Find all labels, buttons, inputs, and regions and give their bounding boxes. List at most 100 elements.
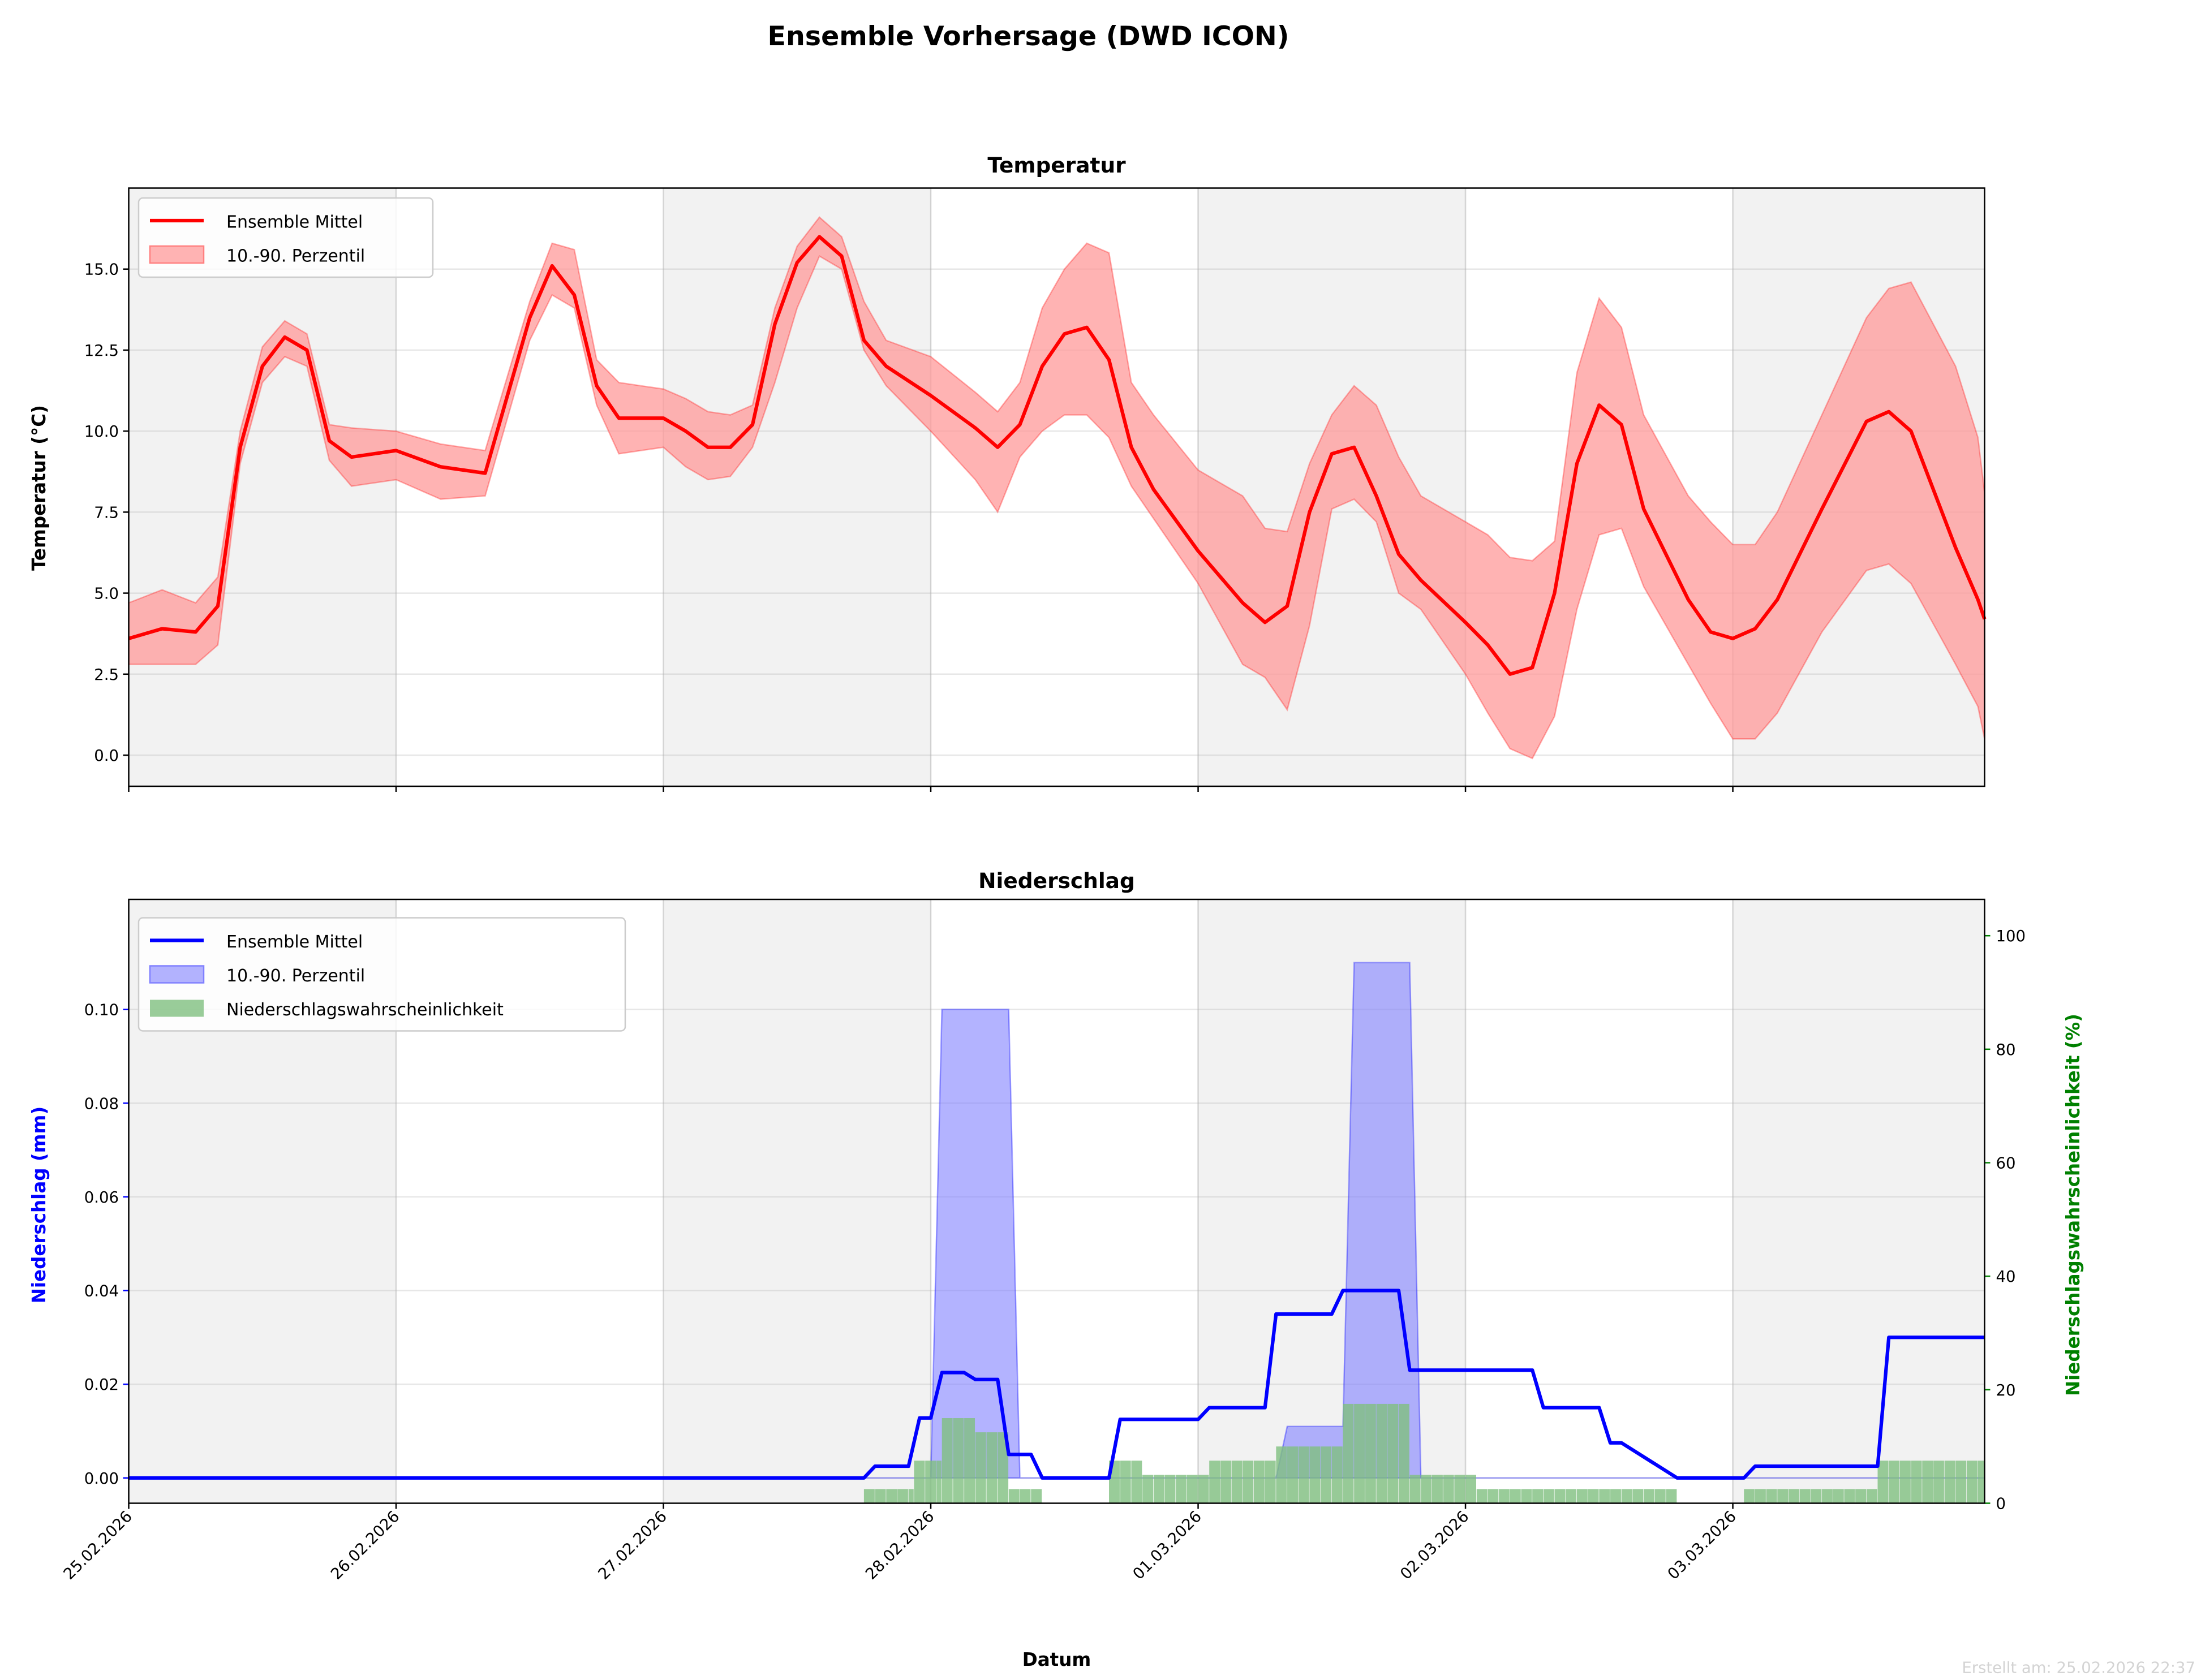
probability-bar bbox=[1621, 1489, 1632, 1504]
probability-bar bbox=[1822, 1489, 1833, 1504]
y-tick-label: 15.0 bbox=[84, 261, 119, 279]
probability-bar bbox=[1253, 1461, 1265, 1504]
probability-bar bbox=[1844, 1489, 1855, 1504]
probability-bar bbox=[1632, 1489, 1644, 1504]
probability-bar bbox=[1387, 1403, 1399, 1504]
x-tick-label: 02.03.2026 bbox=[1397, 1507, 1473, 1583]
probability-bar bbox=[1431, 1475, 1443, 1504]
right-y-tick-label: 0 bbox=[1996, 1495, 2006, 1513]
probability-bar bbox=[1811, 1489, 1822, 1504]
x-tick-label: 03.03.2026 bbox=[1664, 1507, 1740, 1583]
probability-bar bbox=[1398, 1403, 1409, 1504]
probability-bar bbox=[863, 1489, 875, 1504]
right-y-tick-label: 40 bbox=[1996, 1268, 2016, 1286]
probability-bar bbox=[1409, 1475, 1421, 1504]
x-tick-label: 28.02.2026 bbox=[862, 1507, 938, 1583]
chart-title-temperature: Temperatur bbox=[987, 153, 1126, 178]
y-tick-label: 7.5 bbox=[94, 503, 119, 522]
probability-bar bbox=[1309, 1446, 1321, 1504]
probability-bar bbox=[1755, 1489, 1766, 1504]
probability-bar bbox=[1164, 1475, 1176, 1504]
probability-bar bbox=[1176, 1475, 1187, 1504]
probability-bar bbox=[1654, 1489, 1666, 1504]
probability-bar bbox=[1833, 1489, 1844, 1504]
probability-bar bbox=[1443, 1475, 1454, 1504]
probability-bar bbox=[1766, 1489, 1777, 1504]
probability-bar bbox=[964, 1418, 975, 1504]
y-tick-label: 0.06 bbox=[84, 1188, 119, 1207]
legend-label: Ensemble Mittel bbox=[226, 213, 363, 232]
probability-bar bbox=[1120, 1461, 1131, 1504]
probability-bar bbox=[936, 1461, 942, 1504]
y-tick-label: 0.08 bbox=[84, 1095, 119, 1113]
y-tick-label: 5.0 bbox=[94, 585, 119, 603]
probability-bar bbox=[925, 1461, 936, 1504]
y-tick-label: 0.0 bbox=[94, 747, 119, 765]
right-y-tick-label: 100 bbox=[1996, 927, 2026, 945]
probability-bar bbox=[1365, 1403, 1376, 1504]
axes-frame bbox=[128, 898, 1985, 1504]
probability-bar bbox=[1666, 1489, 1677, 1504]
probability-bar bbox=[1153, 1475, 1164, 1504]
legend-label: Niederschlagswahrscheinlichkeit bbox=[226, 1000, 504, 1020]
probability-bar bbox=[1877, 1461, 1889, 1504]
right-y-tick-label: 80 bbox=[1996, 1041, 2016, 1059]
probability-bar bbox=[1866, 1489, 1877, 1504]
probability-bar bbox=[1031, 1489, 1042, 1504]
legend-box bbox=[137, 197, 434, 278]
probability-bar bbox=[1543, 1489, 1554, 1504]
x-tick-label: 27.02.2026 bbox=[595, 1507, 670, 1583]
probability-bar bbox=[1142, 1475, 1154, 1504]
probability-bar bbox=[998, 1432, 1009, 1504]
y-tick-label: 0.02 bbox=[84, 1376, 119, 1394]
probability-bar bbox=[1499, 1489, 1510, 1504]
y-tick-label: 0.04 bbox=[84, 1282, 119, 1300]
y-axis-label-precipitation: Niederschlag (mm) bbox=[28, 1106, 50, 1304]
probability-bar bbox=[1777, 1489, 1789, 1504]
probability-bar bbox=[1944, 1461, 1955, 1504]
y-tick-label: 12.5 bbox=[84, 342, 119, 360]
probability-bar bbox=[1644, 1489, 1654, 1504]
probability-bar bbox=[1131, 1461, 1142, 1504]
probability-bar bbox=[1220, 1461, 1231, 1504]
probability-bar bbox=[1532, 1489, 1544, 1504]
probability-bar bbox=[1521, 1489, 1532, 1504]
probability-bar bbox=[1566, 1489, 1577, 1504]
probability-bar bbox=[1287, 1446, 1298, 1504]
probability-bar bbox=[1799, 1489, 1811, 1504]
probability-bar bbox=[953, 1418, 964, 1504]
temperature-axes: 0.0 2.5 5.0 7.5 10.0 12.5 15.0 Ensemble Mittel 1… bbox=[84, 187, 1987, 792]
probability-bar bbox=[1488, 1489, 1499, 1504]
ensemble-mean-line bbox=[128, 1289, 1985, 1480]
probability-bar bbox=[1321, 1446, 1332, 1504]
probability-bar bbox=[1889, 1461, 1900, 1504]
probability-bar bbox=[1922, 1461, 1933, 1504]
legend-label: 10.-90. Perzentil bbox=[226, 966, 365, 986]
probability-bar bbox=[1955, 1461, 1967, 1504]
probability-bar bbox=[1276, 1446, 1287, 1504]
probability-bar bbox=[1331, 1446, 1343, 1504]
x-tick-label: 26.02.2026 bbox=[327, 1507, 403, 1583]
axes-frame bbox=[128, 187, 1985, 787]
x-tick-label: 01.03.2026 bbox=[1129, 1507, 1205, 1583]
probability-bar bbox=[1454, 1475, 1465, 1504]
ensemble-mean-line bbox=[128, 235, 1987, 676]
probability-bar bbox=[1209, 1461, 1220, 1504]
probability-bar bbox=[1933, 1461, 1944, 1504]
y-tick-label: 10.0 bbox=[84, 423, 119, 441]
probability-bar bbox=[1243, 1461, 1254, 1504]
probability-bar bbox=[1599, 1489, 1610, 1504]
y-tick-label: 2.5 bbox=[94, 666, 119, 684]
probability-bar bbox=[986, 1432, 998, 1504]
day-shading bbox=[1198, 899, 1466, 1504]
probability-bar bbox=[1576, 1489, 1588, 1504]
legend-patch-swatch bbox=[149, 965, 205, 984]
probability-bar bbox=[975, 1432, 986, 1504]
probability-bar bbox=[1788, 1489, 1799, 1504]
legend-label: Ensemble Mittel bbox=[226, 932, 363, 952]
x-axis-label: Datum bbox=[1022, 1649, 1091, 1670]
legend-label: 10.-90. Perzentil bbox=[226, 247, 365, 266]
legend-patch-swatch bbox=[150, 1000, 204, 1017]
probability-bar bbox=[1911, 1461, 1922, 1504]
probability-bar bbox=[1376, 1403, 1387, 1504]
